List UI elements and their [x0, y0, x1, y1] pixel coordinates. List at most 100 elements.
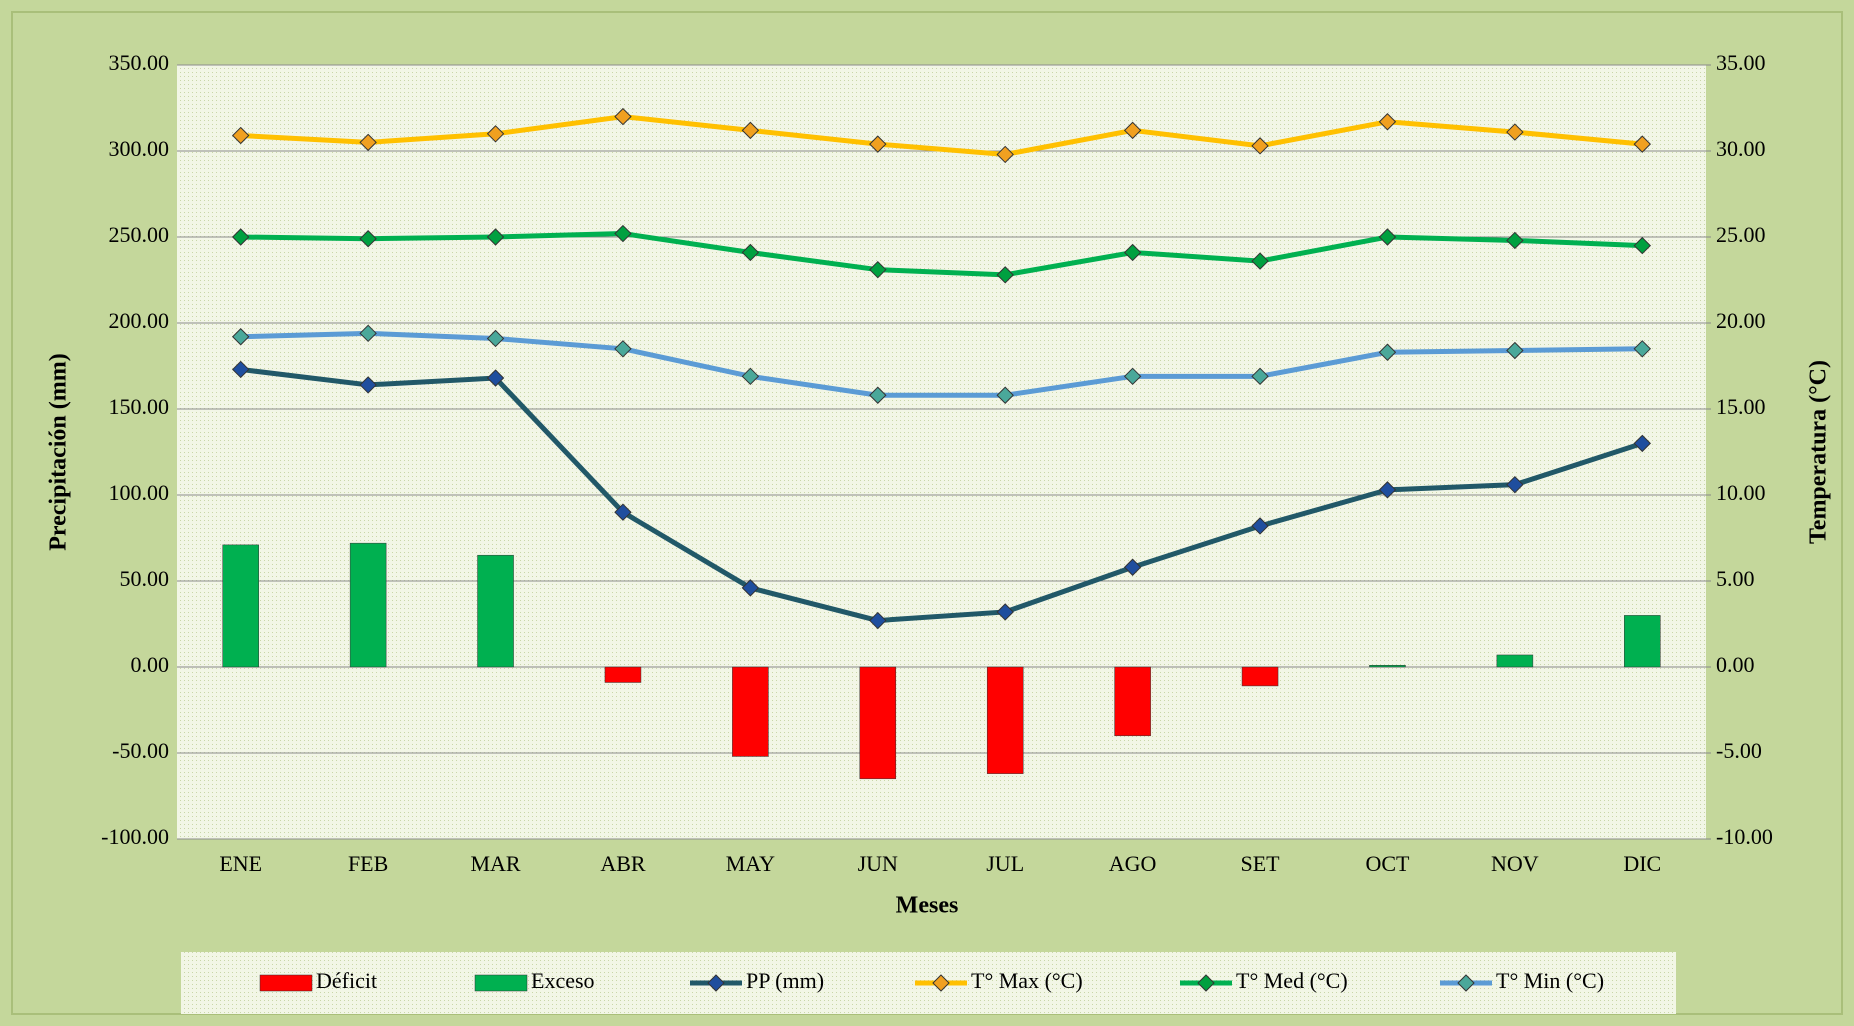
y2-tick-label: 35.00 — [1716, 50, 1766, 75]
y2-axis-title: Temperatura (°C) — [1806, 360, 1832, 544]
x-tick-label: FEB — [348, 851, 388, 876]
marker — [614, 224, 632, 243]
marker — [614, 107, 632, 126]
legend-label: T° Max (°C) — [971, 968, 1083, 993]
y2-tick-label: 30.00 — [1716, 136, 1766, 161]
x-tick-label: ABR — [600, 851, 646, 876]
y-tick-label: 100.00 — [109, 480, 170, 505]
marker — [359, 376, 377, 394]
legend-swatch — [474, 974, 528, 992]
y-tick-label: 350.00 — [109, 50, 170, 75]
x-tick-label: OCT — [1365, 851, 1410, 876]
x-tick-label: MAY — [726, 851, 775, 876]
marker — [1123, 558, 1142, 576]
legend-label: Déficit — [316, 968, 377, 993]
bar — [1369, 665, 1406, 668]
marker — [1506, 475, 1524, 494]
marker — [614, 340, 632, 358]
bar — [1114, 666, 1151, 737]
y2-tick-label: 0.00 — [1716, 652, 1755, 677]
legend-marker — [932, 974, 950, 992]
legend-label: PP (mm) — [746, 968, 824, 993]
marker — [614, 503, 632, 521]
legend-label: Exceso — [531, 968, 595, 993]
marker — [486, 329, 505, 348]
marker — [1633, 340, 1651, 358]
marker — [1506, 123, 1524, 141]
bar — [349, 542, 387, 668]
legend-marker — [1457, 974, 1475, 992]
y-tick-label: 250.00 — [109, 222, 170, 247]
legend-swatch — [259, 974, 313, 992]
x-tick-label: ENE — [219, 851, 262, 876]
marker — [869, 135, 887, 153]
marker — [1506, 231, 1524, 250]
marker — [232, 228, 250, 246]
x-tick-label: SET — [1240, 851, 1280, 876]
y-tick-label: -100.00 — [101, 824, 169, 849]
marker — [359, 324, 377, 343]
x-tick-label: JUL — [986, 851, 1024, 876]
marker — [359, 230, 377, 248]
marker — [1251, 137, 1269, 155]
bar — [604, 666, 642, 683]
marker — [1251, 517, 1269, 535]
bar — [986, 666, 1024, 774]
marker — [232, 328, 250, 346]
marker — [486, 369, 505, 387]
marker — [741, 243, 760, 262]
marker — [869, 611, 887, 630]
marker — [1633, 135, 1651, 153]
marker — [1506, 341, 1524, 360]
marker — [996, 145, 1014, 164]
marker — [1633, 434, 1651, 453]
plot-area — [177, 65, 1706, 839]
line — [240, 114, 1643, 157]
y-tick-label: 200.00 — [109, 308, 170, 333]
y-tick-label: 300.00 — [109, 136, 170, 161]
marker — [741, 367, 760, 386]
marker — [869, 386, 887, 404]
marker — [1378, 228, 1397, 246]
legend-marker — [1197, 974, 1215, 992]
y-tick-label: 150.00 — [109, 394, 170, 419]
marker — [486, 228, 505, 246]
marker — [1251, 252, 1269, 270]
line — [240, 330, 1643, 398]
x-tick-label: JUN — [858, 851, 898, 876]
legend-label: T° Min (°C) — [1496, 968, 1604, 993]
bar — [222, 544, 259, 668]
y-tick-label: 0.00 — [131, 652, 170, 677]
marker — [1378, 481, 1397, 499]
legend-marker — [707, 974, 725, 992]
marker — [1123, 243, 1142, 262]
marker — [996, 386, 1014, 404]
y-tick-label: -50.00 — [112, 738, 169, 763]
bar — [1241, 666, 1279, 687]
y2-tick-label: 15.00 — [1716, 394, 1766, 419]
y2-tick-label: 20.00 — [1716, 308, 1766, 333]
marker — [741, 579, 760, 597]
marker — [1378, 343, 1397, 361]
line — [240, 231, 1643, 278]
line — [240, 366, 1644, 624]
marker — [1123, 121, 1142, 140]
bar — [1624, 615, 1661, 668]
marker — [232, 126, 250, 145]
marker — [359, 133, 377, 152]
y-tick-label: 50.00 — [120, 566, 170, 591]
marker — [996, 603, 1014, 621]
bar — [859, 666, 897, 780]
marker — [1378, 113, 1397, 131]
y-axis-title: Precipitación (mm) — [46, 353, 72, 551]
x-axis-title: Meses — [896, 893, 959, 919]
y2-tick-label: 5.00 — [1716, 566, 1755, 591]
marker — [741, 121, 760, 140]
marker — [1123, 367, 1142, 386]
y2-tick-label: 25.00 — [1716, 222, 1766, 247]
y2-tick-label: 10.00 — [1716, 480, 1766, 505]
bar — [477, 554, 514, 668]
marker — [232, 360, 250, 379]
x-tick-label: DIC — [1623, 851, 1661, 876]
